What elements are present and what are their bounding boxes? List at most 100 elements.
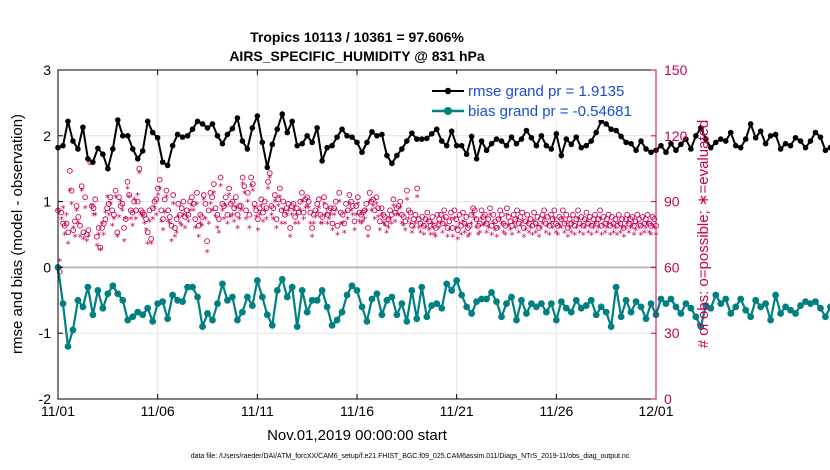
obs-evaluated-marker: * (328, 211, 333, 222)
bias-point (333, 316, 341, 324)
rmse-point (648, 149, 654, 156)
obs-possible-marker (256, 205, 263, 212)
obs-possible-marker (65, 229, 72, 236)
obs-evaluated-marker: * (205, 248, 210, 259)
bias-point (308, 296, 316, 304)
obs-evaluated-marker: * (218, 182, 223, 193)
obs-evaluated-marker: * (237, 215, 242, 226)
rmse-point (105, 165, 111, 172)
bias-point (189, 283, 196, 291)
obs-evaluated-marker: * (176, 213, 181, 224)
rmse-point (344, 133, 350, 139)
obs-evaluated-marker: * (172, 233, 177, 244)
bias-point (134, 308, 142, 316)
bias-point (438, 304, 446, 312)
obs-evaluated-marker: * (155, 191, 160, 202)
rmse-point (797, 138, 804, 144)
y-tick-label: -1 (39, 325, 52, 341)
obs-evaluated-marker: * (216, 228, 221, 239)
obs-evaluated-marker: * (521, 233, 526, 244)
obs-evaluated-marker: * (115, 233, 120, 244)
obs-evaluated-marker: * (191, 206, 196, 217)
rmse-point (70, 138, 76, 144)
obs-evaluated-marker: * (330, 226, 335, 237)
obs-possible-marker (282, 211, 288, 218)
obs-possible-marker (192, 216, 199, 222)
obs-evaluated-marker: * (69, 200, 74, 211)
obs-possible-marker (92, 196, 99, 203)
bias-point (473, 298, 480, 306)
chart-title: Tropics 10113 / 10361 = 97.606% (250, 29, 464, 45)
rmse-point (194, 118, 201, 125)
obs-evaluated-marker: * (384, 228, 389, 239)
obs-evaluated-marker: * (338, 220, 343, 231)
bias-point (59, 300, 67, 307)
obs-possible-marker (297, 198, 304, 205)
rmse-point (827, 144, 830, 151)
rmse-series (55, 110, 830, 173)
obs-evaluated-marker: * (57, 257, 62, 268)
obs-evaluated-marker: * (366, 233, 371, 244)
obs-possible-marker (515, 220, 522, 227)
obs-evaluated-marker: * (79, 187, 84, 198)
bias-point (503, 300, 510, 307)
obs-evaluated-marker: * (443, 222, 448, 233)
obs-evaluated-marker: * (364, 206, 369, 217)
obs-possible-marker (509, 222, 515, 229)
bias-point (403, 317, 411, 325)
rmse-point (189, 126, 196, 133)
obs-possible-marker (361, 207, 368, 214)
obs-evaluated-marker: * (606, 220, 611, 231)
bias-point (647, 300, 655, 307)
obs-possible-marker (165, 207, 171, 214)
obs-evaluated-marker: * (284, 211, 289, 222)
obs-evaluated-marker: * (471, 211, 476, 222)
obs-possible-marker (266, 170, 273, 176)
x-tick-label: 11/26 (539, 403, 573, 419)
obs-evaluated-marker: * (467, 231, 472, 242)
bias-point (348, 282, 356, 290)
bias-point (817, 304, 824, 312)
obs-evaluated-marker: * (643, 224, 648, 235)
obs-possible-marker (248, 174, 254, 181)
obs-evaluated-marker: * (535, 222, 540, 233)
obs-evaluated-marker: * (203, 215, 208, 226)
y-right-axis-label: # of obs: o=possible; ∗=evaluated (695, 120, 712, 349)
obs-evaluated-marker: * (283, 220, 288, 231)
obs-evaluated-marker: * (410, 228, 415, 239)
obs-evaluated-marker: * (421, 231, 426, 242)
obs-evaluated-marker: * (533, 228, 538, 239)
obs-evaluated-marker: * (599, 231, 604, 242)
obs-evaluated-marker: * (227, 191, 232, 202)
obs-evaluated-marker: * (120, 206, 125, 217)
bias-point (114, 290, 122, 298)
bias-point (468, 310, 476, 317)
rmse-point (174, 131, 181, 138)
obs-possible-marker (231, 205, 238, 212)
rmse-point (249, 125, 256, 131)
obs-possible-marker (402, 218, 409, 225)
obs-evaluated-marker: * (105, 193, 110, 204)
bias-point (483, 295, 490, 303)
obs-evaluated-marker: * (81, 235, 86, 246)
bias-point (413, 315, 421, 323)
obs-possible-marker (521, 225, 527, 231)
obs-possible-marker (195, 222, 202, 229)
obs-possible-marker (270, 205, 276, 212)
bias-point (812, 298, 819, 306)
rmse-point (807, 138, 814, 144)
rmse-point (414, 136, 420, 142)
bias-point (229, 293, 236, 301)
obs-evaluated-marker: * (281, 206, 286, 217)
obs-evaluated-marker: * (318, 220, 323, 231)
rmse-point (548, 146, 555, 152)
obs-evaluated-marker: * (357, 217, 362, 228)
rmse-point (369, 129, 375, 135)
obs-possible-marker (126, 192, 133, 198)
bias-point (682, 300, 690, 307)
bias-point (523, 310, 530, 317)
bias-point (293, 323, 301, 331)
obs-evaluated-marker: * (257, 211, 262, 222)
obs-possible-marker (624, 211, 631, 218)
obs-evaluated-marker: * (572, 231, 577, 242)
